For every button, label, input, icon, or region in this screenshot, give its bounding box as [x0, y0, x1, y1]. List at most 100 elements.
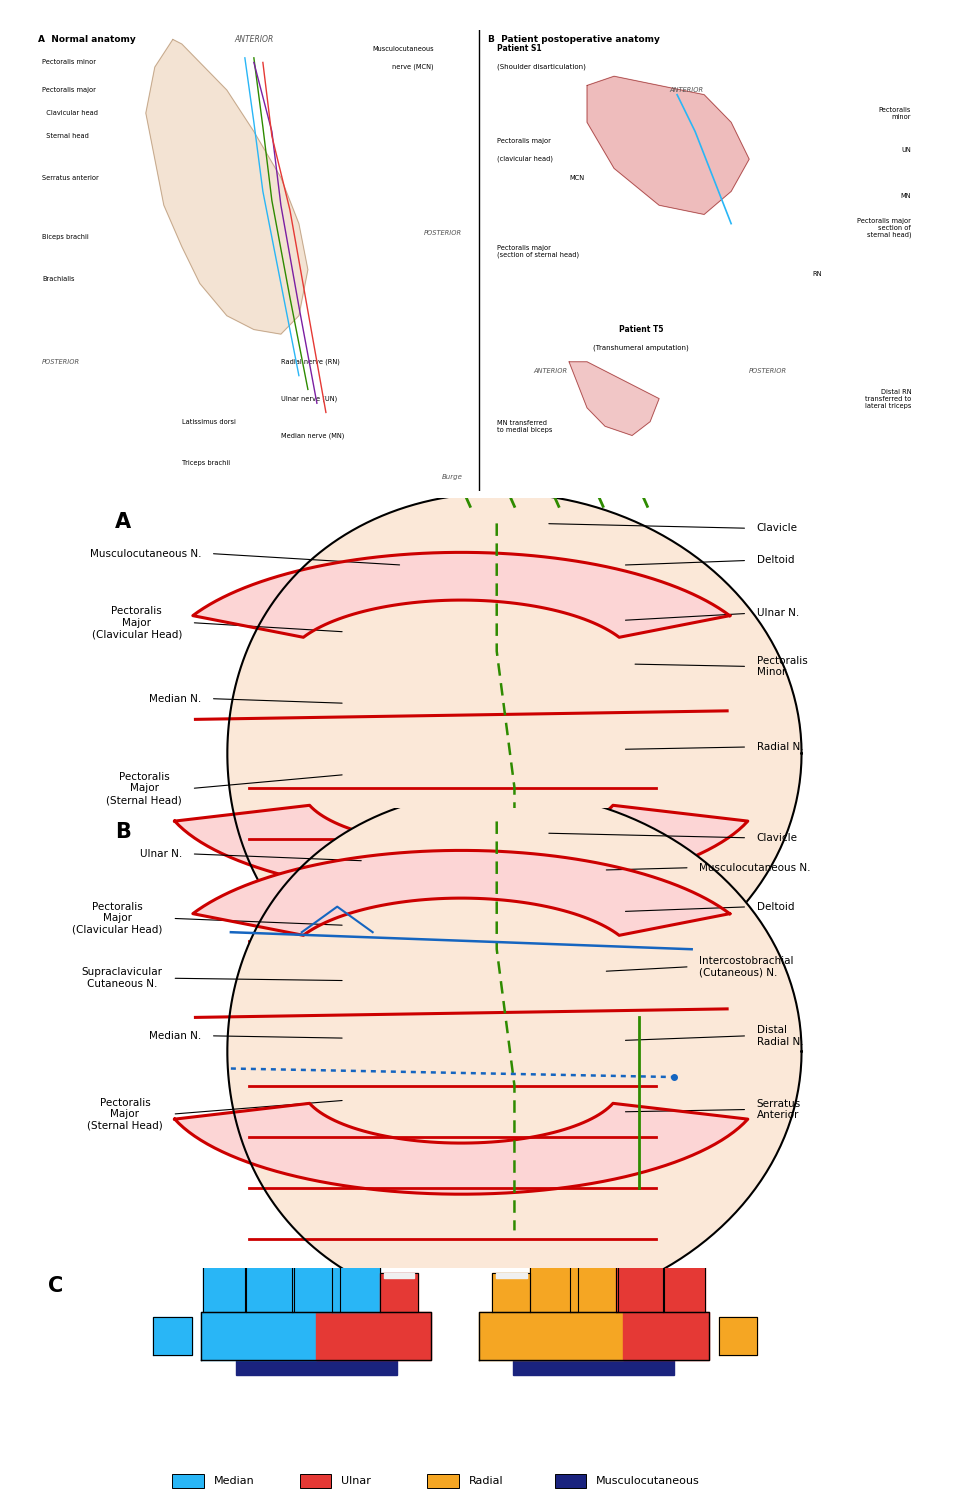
Text: B  Patient postoperative anatomy: B Patient postoperative anatomy — [488, 35, 660, 44]
Text: POSTERIOR: POSTERIOR — [42, 359, 80, 365]
Polygon shape — [379, 1273, 418, 1312]
Polygon shape — [513, 1361, 674, 1374]
Polygon shape — [621, 1249, 659, 1253]
Text: Median: Median — [214, 1475, 255, 1486]
Text: (clavicular head): (clavicular head) — [497, 156, 553, 163]
Text: Pectoralis major
(section of sternal head): Pectoralis major (section of sternal hea… — [497, 245, 580, 258]
Text: MCN: MCN — [569, 175, 584, 181]
Polygon shape — [193, 850, 730, 935]
Text: UN: UN — [901, 146, 911, 153]
Text: Pectoralis
Minor: Pectoralis Minor — [757, 655, 808, 676]
Text: MN transferred
to medial biceps: MN transferred to medial biceps — [497, 420, 553, 433]
Text: Serratus
Anterior: Serratus Anterior — [757, 1099, 801, 1120]
Polygon shape — [227, 791, 802, 1312]
Polygon shape — [496, 1273, 527, 1277]
Text: Latissimus dorsi: Latissimus dorsi — [182, 418, 236, 424]
Text: Burge: Burge — [442, 474, 463, 480]
Text: ANTERIOR: ANTERIOR — [235, 35, 273, 44]
Text: ANTERIOR: ANTERIOR — [669, 88, 703, 94]
Text: POSTERIOR: POSTERIOR — [749, 368, 787, 374]
Polygon shape — [153, 1317, 192, 1356]
Text: Intercostobrachial
(Cutaneous) N.: Intercostobrachial (Cutaneous) N. — [699, 956, 794, 977]
Text: Musculocutaneous: Musculocutaneous — [373, 45, 434, 51]
Text: Supraclavicular
Cutaneous N.: Supraclavicular Cutaneous N. — [81, 968, 163, 989]
Text: Clavicle: Clavicle — [757, 524, 798, 533]
Text: Median N.: Median N. — [148, 693, 201, 704]
Text: nerve (MCN): nerve (MCN) — [393, 63, 434, 71]
Polygon shape — [530, 1259, 578, 1312]
Text: Ulnar N.: Ulnar N. — [757, 609, 799, 619]
Text: Deltoid: Deltoid — [757, 556, 794, 565]
FancyBboxPatch shape — [172, 1474, 204, 1487]
Text: Radial nerve (RN): Radial nerve (RN) — [281, 358, 340, 365]
Text: Pectoralis
Major
(Sternal Head): Pectoralis Major (Sternal Head) — [87, 1098, 163, 1131]
Text: Musculocutaneous: Musculocutaneous — [596, 1475, 699, 1486]
Text: Patient T5: Patient T5 — [619, 325, 663, 334]
Text: Sternal head: Sternal head — [42, 133, 89, 139]
Polygon shape — [146, 39, 308, 334]
Polygon shape — [570, 1252, 618, 1312]
Text: Pectoralis
minor: Pectoralis minor — [878, 107, 911, 119]
Text: Radial: Radial — [468, 1475, 503, 1486]
Text: Musculocutaneous N.: Musculocutaneous N. — [699, 862, 810, 873]
FancyBboxPatch shape — [555, 1474, 586, 1487]
Polygon shape — [193, 553, 730, 637]
Text: (Transhumeral amputation): (Transhumeral amputation) — [593, 344, 689, 352]
Polygon shape — [292, 1252, 340, 1312]
Text: Pectoralis
Major
(Clavicular Head): Pectoralis Major (Clavicular Head) — [92, 606, 182, 639]
Text: Deltoid: Deltoid — [757, 901, 794, 912]
Text: Pectoralis major: Pectoralis major — [42, 88, 96, 94]
Text: C: C — [48, 1276, 63, 1296]
Text: Ulnar N.: Ulnar N. — [140, 849, 182, 859]
Polygon shape — [587, 77, 749, 214]
Text: Serratus anterior: Serratus anterior — [42, 175, 99, 181]
Polygon shape — [236, 1361, 397, 1374]
Text: Clavicular head: Clavicular head — [42, 110, 99, 116]
Polygon shape — [479, 1312, 623, 1361]
Text: Pectoralis major: Pectoralis major — [497, 137, 551, 143]
Polygon shape — [174, 1104, 748, 1194]
Text: POSTERIOR: POSTERIOR — [424, 230, 462, 236]
Polygon shape — [227, 492, 802, 1013]
Polygon shape — [535, 1259, 573, 1262]
Polygon shape — [663, 1259, 705, 1312]
Text: Clavicle: Clavicle — [757, 834, 798, 843]
FancyBboxPatch shape — [300, 1474, 331, 1487]
Text: ANTERIOR: ANTERIOR — [533, 368, 567, 374]
Polygon shape — [569, 362, 659, 435]
Polygon shape — [575, 1252, 613, 1256]
Text: RN: RN — [812, 272, 822, 278]
Text: Pectoralis
Major
(Sternal Head): Pectoralis Major (Sternal Head) — [106, 772, 182, 805]
Polygon shape — [332, 1259, 380, 1312]
Polygon shape — [623, 1312, 709, 1361]
Text: A  Normal anatomy: A Normal anatomy — [37, 35, 135, 44]
Polygon shape — [492, 1273, 531, 1312]
Text: Biceps brachii: Biceps brachii — [42, 234, 89, 240]
Text: Triceps brachii: Triceps brachii — [182, 461, 230, 467]
Polygon shape — [246, 1249, 294, 1312]
Text: Distal RN
transferred to
lateral triceps: Distal RN transferred to lateral triceps — [865, 388, 911, 409]
Text: Brachialis: Brachialis — [42, 276, 75, 282]
Polygon shape — [207, 1259, 241, 1262]
Text: Pectoralis
Major
(Clavicular Head): Pectoralis Major (Clavicular Head) — [73, 901, 163, 935]
Text: Pectoralis minor: Pectoralis minor — [42, 59, 96, 65]
Text: A: A — [115, 512, 131, 532]
Text: MN: MN — [901, 193, 911, 199]
Polygon shape — [201, 1312, 316, 1361]
Text: Median nerve (MN): Median nerve (MN) — [281, 432, 344, 439]
Text: Ulnar nerve (UN): Ulnar nerve (UN) — [281, 396, 337, 402]
Text: Ulnar: Ulnar — [341, 1475, 371, 1486]
Text: Pectoralis major
section of
sternal head): Pectoralis major section of sternal head… — [857, 217, 911, 239]
Text: Patient S1: Patient S1 — [497, 44, 541, 53]
Text: Distal
Radial N.: Distal Radial N. — [757, 1025, 804, 1046]
Text: Median N.: Median N. — [148, 1031, 201, 1040]
Polygon shape — [616, 1249, 664, 1312]
Polygon shape — [337, 1259, 376, 1262]
Polygon shape — [667, 1259, 700, 1262]
Polygon shape — [316, 1312, 431, 1361]
Polygon shape — [297, 1252, 335, 1256]
Text: (Shoulder disarticulation): (Shoulder disarticulation) — [497, 63, 586, 71]
Polygon shape — [203, 1259, 245, 1312]
Text: Musculocutaneous N.: Musculocutaneous N. — [90, 548, 201, 559]
FancyBboxPatch shape — [427, 1474, 459, 1487]
